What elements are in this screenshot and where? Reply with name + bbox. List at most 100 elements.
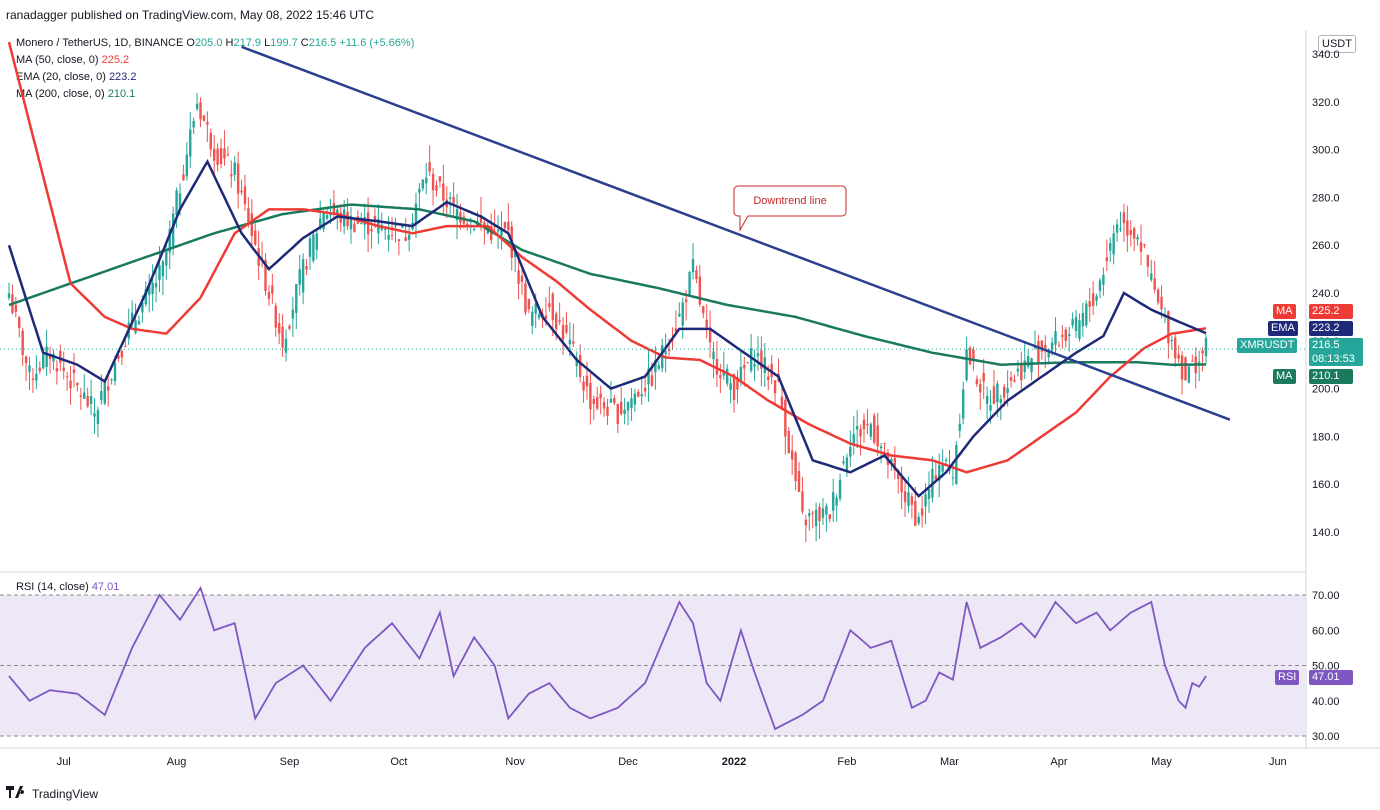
ma50-value: 225.2 bbox=[101, 54, 130, 66]
candle-body bbox=[158, 265, 161, 280]
candle-body bbox=[1201, 350, 1204, 354]
candle-body bbox=[910, 496, 914, 505]
rsi-line bbox=[8, 585, 1207, 731]
candle-body bbox=[315, 233, 318, 250]
rsi-legend: RSI (14, close) 47.01 bbox=[16, 581, 119, 593]
candle-body bbox=[308, 238, 312, 257]
candle-body bbox=[698, 276, 702, 305]
candle-body bbox=[206, 121, 209, 125]
candle-body bbox=[767, 376, 770, 380]
low-label: L bbox=[264, 37, 271, 49]
time-tick-label: Nov bbox=[505, 756, 525, 768]
time-tick-label: Dec bbox=[618, 756, 638, 768]
candle-body bbox=[674, 328, 678, 332]
candle-body bbox=[322, 212, 325, 230]
open-value: 205.0 bbox=[194, 37, 223, 49]
candle-body bbox=[312, 234, 315, 261]
candle-body bbox=[496, 229, 500, 232]
candle-body bbox=[407, 234, 411, 240]
candle-body bbox=[808, 513, 811, 517]
candle-body bbox=[69, 380, 72, 389]
ma200-tag-value: 210.1 bbox=[1312, 370, 1340, 382]
candle-body bbox=[1006, 388, 1009, 394]
time-tick-label: May bbox=[1151, 756, 1172, 768]
rsi-tick-label: 60.00 bbox=[1312, 625, 1340, 637]
candle-body bbox=[48, 354, 52, 360]
candle-body bbox=[14, 304, 18, 312]
candle-body bbox=[148, 283, 151, 296]
candle-body bbox=[900, 477, 903, 493]
candle-body bbox=[168, 228, 171, 253]
candle-body bbox=[784, 399, 787, 437]
candle-body bbox=[876, 425, 879, 447]
candle-body bbox=[835, 497, 838, 506]
candle-body bbox=[667, 348, 671, 352]
candle-body bbox=[1129, 230, 1132, 235]
candle-body bbox=[637, 391, 640, 397]
candle-body bbox=[1057, 344, 1061, 346]
currency-badge[interactable]: USDT bbox=[1318, 35, 1356, 53]
candle-body bbox=[1102, 274, 1105, 285]
candle-body bbox=[790, 450, 794, 460]
candle-body bbox=[859, 428, 862, 437]
candle-body bbox=[1013, 379, 1016, 382]
candle-body bbox=[336, 209, 339, 215]
rsi-tick-label: 70.00 bbox=[1312, 590, 1340, 602]
candle-body bbox=[592, 398, 596, 404]
candle-body bbox=[288, 325, 291, 329]
time-tick-label: Feb bbox=[837, 756, 856, 768]
ma200-line bbox=[8, 203, 1206, 366]
candle-body bbox=[1091, 293, 1095, 307]
candle-body bbox=[113, 362, 117, 382]
candle-body bbox=[295, 284, 298, 313]
candle-body bbox=[1174, 337, 1177, 359]
candle-body bbox=[736, 377, 739, 390]
candle-body bbox=[503, 221, 507, 229]
candle-body bbox=[828, 514, 831, 520]
candle-body bbox=[1081, 312, 1085, 327]
candle-body bbox=[695, 270, 698, 279]
candle-body bbox=[589, 382, 592, 410]
candle-body bbox=[705, 319, 708, 328]
current-price-value: 216.5 bbox=[1312, 339, 1340, 351]
candle-body bbox=[182, 174, 185, 181]
candle-body bbox=[466, 223, 469, 226]
price-tick-label: 240.0 bbox=[1312, 288, 1340, 300]
ma50-price-tag: MA bbox=[1273, 304, 1296, 319]
candle-body bbox=[794, 452, 797, 482]
candle-body bbox=[1204, 337, 1208, 357]
candle-body bbox=[955, 445, 958, 485]
ma200-tag-value-box: 210.1 bbox=[1309, 369, 1353, 384]
candle-body bbox=[951, 477, 955, 479]
candle-body bbox=[301, 259, 305, 293]
candle-body bbox=[596, 397, 599, 409]
rsi-tick-label: 50.00 bbox=[1312, 661, 1340, 673]
candle-body bbox=[414, 203, 418, 225]
candle-body bbox=[626, 402, 630, 411]
candle-body bbox=[849, 446, 852, 457]
candle-body bbox=[941, 465, 944, 472]
candle-body bbox=[561, 325, 565, 340]
price-tick-label: 340.0 bbox=[1312, 49, 1340, 61]
time-tick-label: 2022 bbox=[722, 756, 746, 768]
candle-body bbox=[404, 237, 407, 241]
candle-body bbox=[613, 398, 616, 404]
candle-body bbox=[811, 512, 814, 514]
candle-body bbox=[1143, 244, 1146, 246]
candle-body bbox=[24, 356, 28, 364]
candle-body bbox=[1139, 242, 1143, 252]
ma50-tag-value: 225.2 bbox=[1312, 305, 1340, 317]
candle-body bbox=[1146, 255, 1150, 267]
downtrend-line bbox=[241, 45, 1231, 421]
candle-body bbox=[565, 324, 568, 333]
footer-brand[interactable]: TradingView bbox=[6, 786, 98, 801]
candle-body bbox=[428, 162, 431, 172]
candle-body bbox=[633, 393, 637, 405]
candle-body bbox=[708, 327, 712, 343]
candle-body bbox=[1180, 355, 1184, 380]
candle-body bbox=[117, 355, 120, 359]
candle-body bbox=[702, 306, 705, 314]
candle-body bbox=[544, 315, 548, 319]
candle-body bbox=[448, 197, 452, 199]
